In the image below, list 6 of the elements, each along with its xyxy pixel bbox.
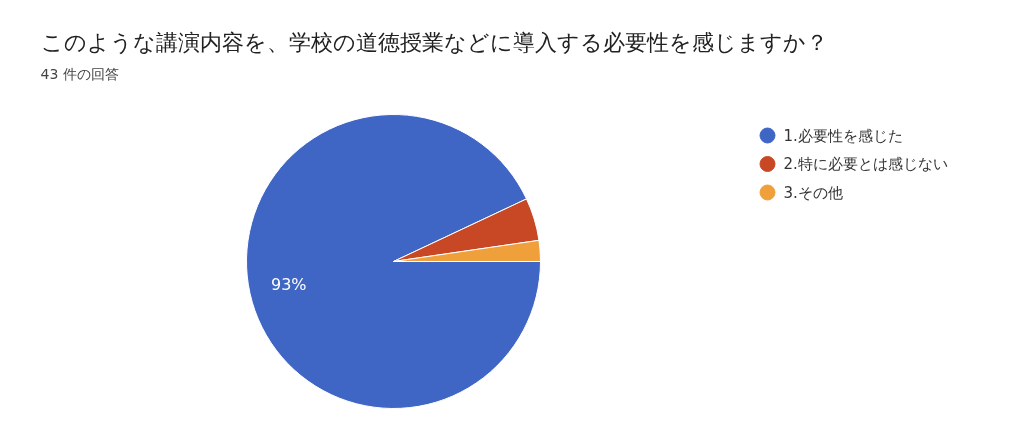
data-label: 93% bbox=[270, 275, 307, 295]
legend-label: 1.必要性を感じた bbox=[783, 126, 903, 145]
chart-title: このような講演内容を、学校の道徳授業などに導入する必要性を感じますか？ bbox=[40, 30, 828, 55]
text: 43 件の回答 bbox=[40, 65, 119, 82]
legend-label: 3.その他 bbox=[783, 183, 843, 202]
legend-label: 2.特に必要とは感じない bbox=[783, 155, 948, 173]
